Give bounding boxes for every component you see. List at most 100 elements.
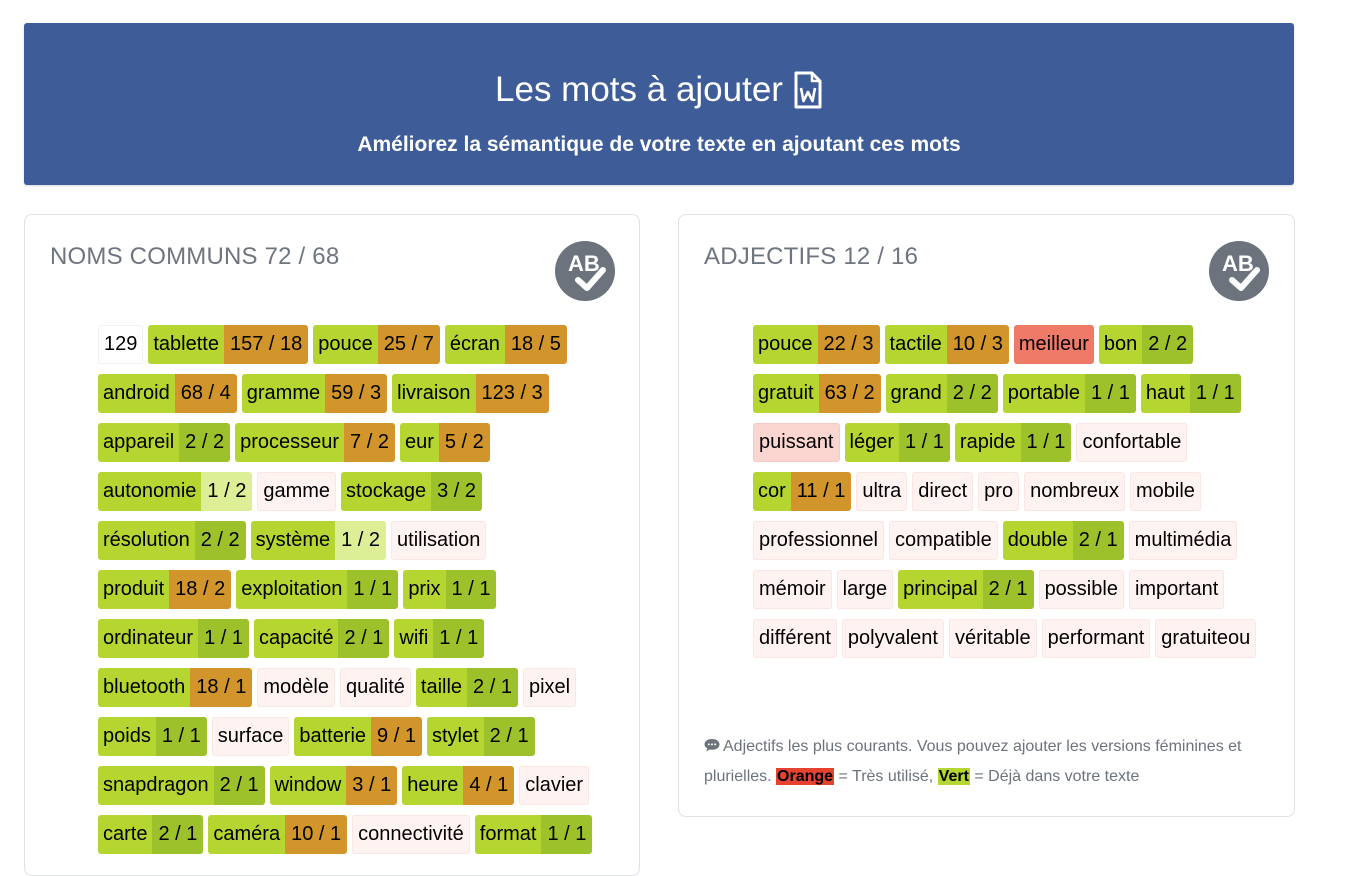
word-tag[interactable]: bluetooth 18 / 1: [98, 668, 253, 707]
word-tag[interactable]: écran 18 / 5: [444, 325, 567, 364]
word-tag[interactable]: livraison 123 / 3: [392, 374, 549, 413]
word-tag[interactable]: modèle: [257, 668, 335, 707]
word-tag-label: gramme: [241, 374, 326, 413]
word-tag[interactable]: important: [1128, 570, 1225, 609]
word-tag[interactable]: caméra 10 / 1: [208, 815, 348, 854]
word-tag[interactable]: pouce 25 / 7: [313, 325, 440, 364]
word-tag[interactable]: léger 1 / 1: [844, 423, 950, 462]
word-tag[interactable]: mémoir: [753, 570, 832, 609]
word-tag-label: produit: [98, 570, 170, 609]
word-tag[interactable]: meilleur: [1013, 325, 1094, 364]
word-tag[interactable]: autonomie 1 / 2: [98, 472, 253, 511]
word-tag[interactable]: ordinateur 1 / 1: [98, 619, 249, 658]
word-tag[interactable]: grand 2 / 2: [885, 374, 998, 413]
word-tag[interactable]: eur 5 / 2: [399, 423, 490, 462]
word-tag-label: large: [842, 578, 888, 600]
word-tag-count: 1 / 2: [335, 521, 387, 560]
word-tag[interactable]: window 3 / 1: [269, 766, 398, 805]
word-tag[interactable]: confortable: [1076, 423, 1188, 462]
word-tag-count: 25 / 7: [377, 325, 440, 364]
word-tag[interactable]: tablette 157 / 18: [148, 325, 309, 364]
word-tag[interactable]: compatible: [888, 521, 998, 560]
word-tag[interactable]: différent: [753, 619, 837, 658]
word-tag[interactable]: résolution 2 / 2: [98, 521, 246, 560]
word-tag[interactable]: pouce 22 / 3: [753, 325, 880, 364]
word-tag[interactable]: système 1 / 2: [250, 521, 387, 560]
word-tag-label: autonomie: [98, 472, 202, 511]
word-tag[interactable]: haut 1 / 1: [1140, 374, 1241, 413]
word-tag[interactable]: poids 1 / 1: [98, 717, 207, 756]
word-tag[interactable]: clavier: [519, 766, 590, 805]
word-tag[interactable]: gamme: [257, 472, 337, 511]
word-tag[interactable]: qualité: [339, 668, 411, 707]
word-tag[interactable]: taille 2 / 1: [415, 668, 518, 707]
word-tag[interactable]: stylet 2 / 1: [426, 717, 535, 756]
word-tag[interactable]: tactile 10 / 3: [884, 325, 1009, 364]
word-tag-label: système: [250, 521, 336, 560]
word-tag-label: grand: [885, 374, 947, 413]
word-tag-count: 1 / 1: [541, 815, 593, 854]
word-tag[interactable]: multimédia: [1128, 521, 1238, 560]
word-tag[interactable]: professionnel: [753, 521, 884, 560]
word-tag-label: différent: [759, 627, 831, 649]
word-tag-count: 1 / 1: [1020, 423, 1072, 462]
word-tag[interactable]: pro: [978, 472, 1020, 511]
word-tag[interactable]: pixel: [522, 668, 577, 707]
word-tag[interactable]: nombreux: [1024, 472, 1126, 511]
word-tag-label: window: [269, 766, 347, 805]
word-tag[interactable]: possible: [1038, 570, 1124, 609]
word-tag[interactable]: direct: [912, 472, 974, 511]
word-tag-count: 1 / 1: [433, 619, 485, 658]
word-tag[interactable]: carte 2 / 1: [98, 815, 204, 854]
word-tag[interactable]: appareil 2 / 2: [98, 423, 231, 462]
word-tag[interactable]: gramme 59 / 3: [241, 374, 388, 413]
word-tag[interactable]: processeur 7 / 2: [235, 423, 395, 462]
word-tag[interactable]: performant: [1041, 619, 1151, 658]
word-tag-label: confortable: [1082, 431, 1182, 453]
word-tag[interactable]: android 68 / 4: [98, 374, 237, 413]
word-tag[interactable]: gratuit 63 / 2: [753, 374, 881, 413]
word-tag[interactable]: format 1 / 1: [474, 815, 593, 854]
ab-check-icon[interactable]: AB: [554, 240, 616, 302]
word-document-icon[interactable]: [793, 71, 823, 109]
word-tag[interactable]: heure 4 / 1: [402, 766, 515, 805]
word-tag-count: 2 / 2: [946, 374, 998, 413]
word-tag-label: puissant: [759, 431, 834, 453]
word-tag[interactable]: 129: [98, 325, 144, 364]
word-tag[interactable]: véritable: [948, 619, 1037, 658]
word-tag[interactable]: produit 18 / 2: [98, 570, 232, 609]
word-tag[interactable]: cor 11 / 1: [753, 472, 852, 511]
word-tag[interactable]: snapdragon 2 / 1: [98, 766, 265, 805]
legend-text: Adjectifs les plus courants. Vous pouvez…: [704, 738, 1242, 785]
word-tag[interactable]: connectivité: [352, 815, 470, 854]
word-tag[interactable]: prix 1 / 1: [403, 570, 497, 609]
word-tag-label: bluetooth: [98, 668, 191, 707]
word-tag[interactable]: principal 2 / 1: [898, 570, 1034, 609]
word-tag[interactable]: stockage 3 / 2: [341, 472, 483, 511]
word-tag-label: haut: [1140, 374, 1190, 413]
word-tag[interactable]: gratuiteou: [1155, 619, 1257, 658]
word-tag[interactable]: mobile: [1130, 472, 1201, 511]
word-tag[interactable]: portable 1 / 1: [1002, 374, 1136, 413]
word-tag-label: mobile: [1136, 480, 1195, 502]
word-tag[interactable]: batterie 9 / 1: [294, 717, 422, 756]
word-tag[interactable]: puissant: [753, 423, 840, 462]
word-tag[interactable]: polyvalent: [841, 619, 944, 658]
word-tag[interactable]: rapide 1 / 1: [954, 423, 1072, 462]
word-tag-label: connectivité: [358, 823, 464, 845]
word-tag[interactable]: double 2 / 1: [1002, 521, 1124, 560]
word-tag[interactable]: wifi 1 / 1: [394, 619, 485, 658]
word-tag-count: 2 / 1: [982, 570, 1034, 609]
ab-check-icon[interactable]: AB: [1208, 240, 1270, 302]
word-tag-count: 1 / 2: [201, 472, 253, 511]
word-tag[interactable]: large: [836, 570, 894, 609]
word-tag[interactable]: surface: [211, 717, 290, 756]
word-tag-label: gratuiteou: [1161, 627, 1251, 649]
word-tag[interactable]: capacité 2 / 1: [253, 619, 390, 658]
word-tag[interactable]: ultra: [856, 472, 908, 511]
word-tag[interactable]: exploitation 1 / 1: [236, 570, 399, 609]
word-tag-count: 1 / 1: [155, 717, 207, 756]
word-tag[interactable]: utilisation: [391, 521, 487, 560]
word-tag[interactable]: bon 2 / 2: [1098, 325, 1194, 364]
word-tag-label: livraison: [392, 374, 476, 413]
